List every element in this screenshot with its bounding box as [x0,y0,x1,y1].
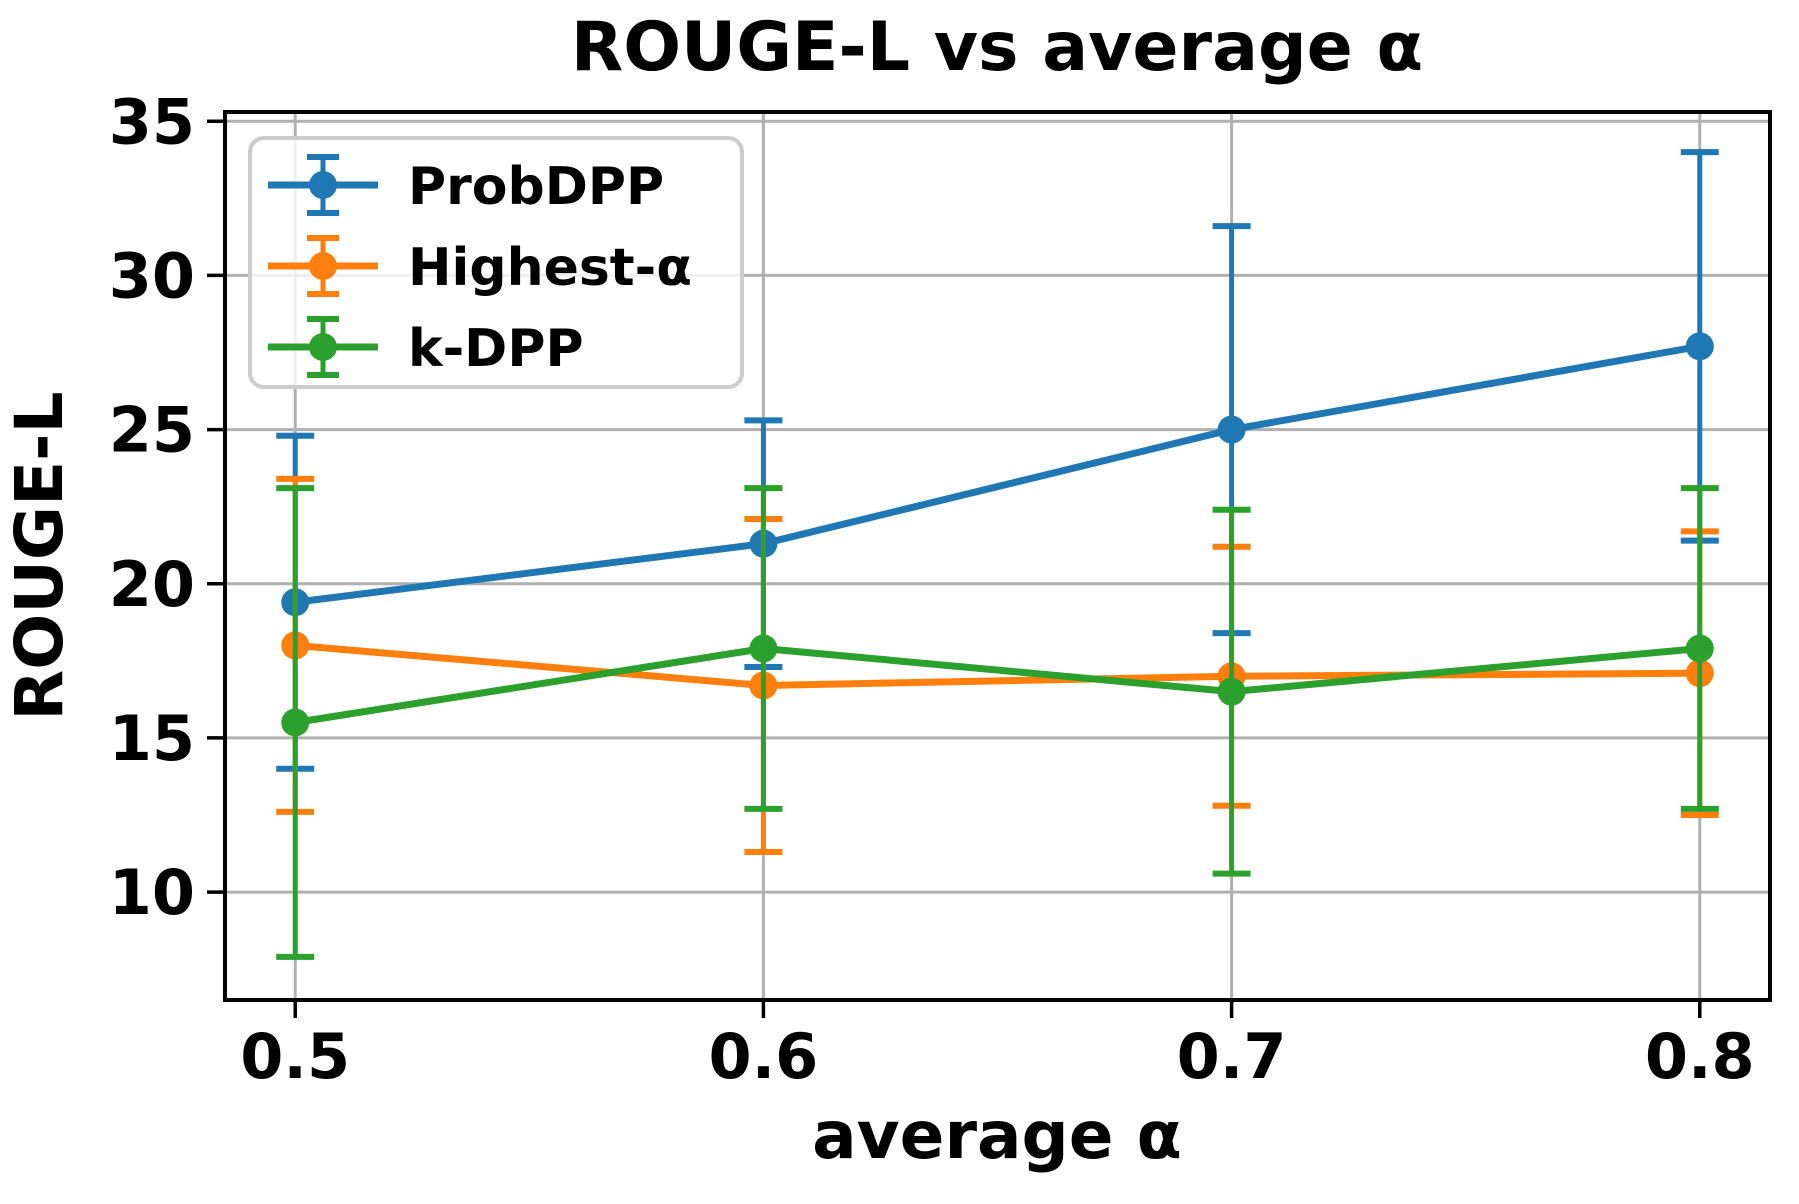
x-axis-label: average α [812,1097,1182,1174]
y-tick-label: 25 [109,394,195,467]
y-tick-label: 15 [109,702,195,775]
legend-marker [309,333,337,361]
axes-ticks: 0.5 0.6 0.7 0.8 10 15 20 25 30 35 [109,85,1755,1093]
data-line [291,645,1704,726]
x-tick-label: 0.6 [708,1020,818,1093]
x-tick-label: 0.8 [1645,1020,1755,1093]
legend-label: k-DPP [408,319,584,379]
data-series [276,149,1719,960]
data-line [291,641,1704,689]
data-line [291,342,1704,606]
chart-title: ROUGE-L vs average α [571,8,1423,87]
legend-item-highest-α: Highest-α [268,235,692,298]
data-point [1217,677,1246,706]
data-point [1217,415,1246,444]
x-tick-label: 0.5 [240,1020,350,1093]
data-point [281,708,310,737]
legend-box [248,136,744,389]
y-tick-label: 20 [109,548,195,621]
legend-item-k-dpp: k-DPP [268,316,584,379]
series-k-dpp [276,485,1719,960]
plot-border [223,110,1772,1002]
data-point [749,634,778,663]
data-point [1685,332,1714,361]
y-tick-label: 10 [109,856,195,929]
y-tick-label: 35 [109,85,195,158]
legend-label: Highest-α [408,238,692,298]
legend-item-probdpp: ProbDPP [268,154,664,217]
data-point [1685,634,1714,663]
x-tick-label: 0.7 [1177,1020,1287,1093]
legend-marker [309,252,337,280]
legend-label: ProbDPP [408,157,664,217]
y-tick-label: 30 [109,239,195,312]
legend: ProbDPP Highest-α k-DPP [248,136,744,389]
y-axis-label: ROUGE-L [1,391,78,720]
legend-marker [309,171,337,199]
